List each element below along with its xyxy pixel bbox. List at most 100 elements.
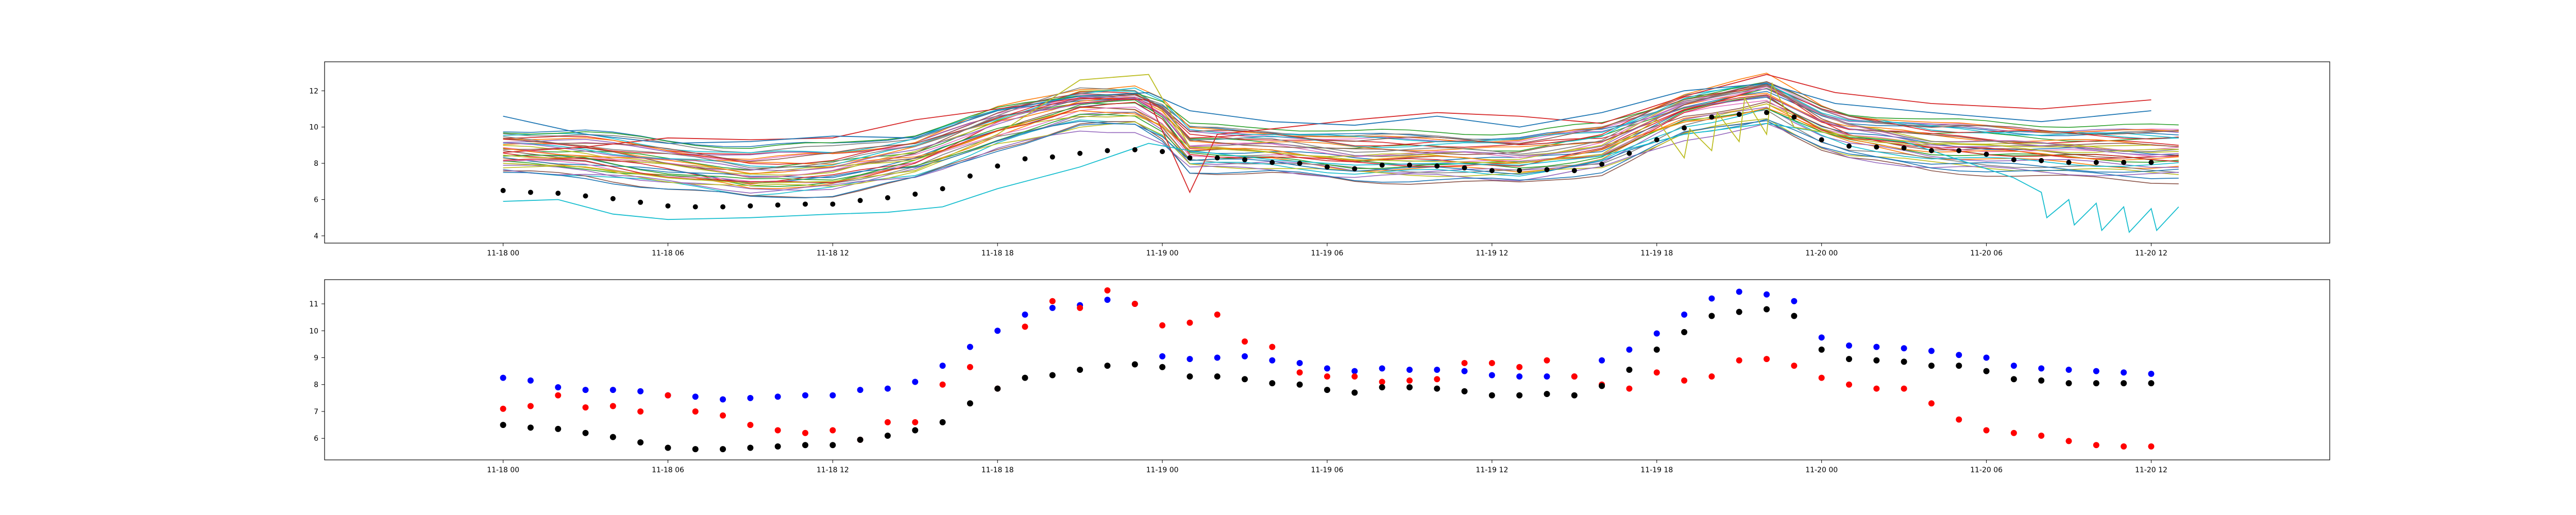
bottom-point — [2093, 380, 2099, 387]
bottom-point — [1956, 416, 1962, 423]
bottom-point — [1159, 364, 1166, 370]
top-observed-point — [1160, 149, 1165, 154]
bottom-point — [1379, 365, 1385, 372]
bottom-point — [939, 419, 946, 425]
bottom-point — [637, 388, 644, 394]
bottom-point — [1324, 373, 1330, 380]
bottom-point — [1544, 373, 1550, 380]
bottom-point — [720, 446, 726, 453]
top-x-tick-label: 11-18 12 — [817, 249, 849, 258]
bottom-point — [1599, 383, 1605, 389]
bottom-point — [857, 436, 863, 443]
top-observed-point — [967, 173, 973, 179]
bottom-point — [1544, 391, 1550, 398]
bottom-point — [2093, 368, 2099, 374]
bottom-point — [857, 387, 863, 393]
bottom-x-tick-label: 11-20 06 — [1970, 466, 2003, 474]
bottom-point — [527, 424, 534, 431]
bottom-point — [1928, 363, 1935, 369]
bottom-point — [802, 430, 809, 436]
top-observed-point — [692, 204, 698, 210]
bottom-point — [1901, 345, 1907, 352]
bottom-point — [637, 408, 644, 415]
bottom-point — [1488, 359, 1495, 366]
bottom-point — [884, 385, 891, 392]
bottom-point — [1571, 373, 1578, 380]
bottom-point — [1131, 361, 1138, 368]
top-observed-point — [912, 191, 918, 197]
bottom-point — [692, 408, 699, 415]
bottom-point — [555, 392, 562, 399]
bottom-point — [1873, 385, 1880, 392]
bottom-point — [1434, 376, 1440, 383]
bottom-point — [1983, 354, 1990, 361]
bottom-point — [2121, 369, 2127, 376]
bottom-point — [1187, 356, 1193, 363]
bottom-point — [1296, 381, 1303, 388]
top-x-tick-label: 11-18 18 — [981, 249, 1014, 258]
top-observed-point — [1626, 150, 1632, 156]
top-ensemble-line — [503, 120, 2179, 199]
top-observed-point — [1077, 150, 1083, 156]
bottom-point — [1104, 297, 1111, 303]
top-observed-points — [500, 110, 2154, 210]
top-observed-point — [1544, 167, 1550, 173]
bottom-point — [1406, 367, 1413, 373]
top-observed-point — [940, 186, 945, 192]
bottom-point — [1736, 308, 1742, 315]
top-observed-point — [1956, 148, 1962, 153]
bottom-y-tick-label: 11 — [309, 300, 318, 308]
bottom-point — [1379, 379, 1385, 385]
bottom-point — [912, 419, 919, 425]
bottom-x-tick-label: 11-18 00 — [487, 466, 519, 474]
top-x-tick-label: 11-18 06 — [652, 249, 684, 258]
bottom-point — [1022, 311, 1028, 318]
bottom-point — [527, 403, 534, 409]
bottom-point — [1049, 372, 1056, 379]
bottom-point — [1104, 287, 1111, 294]
top-x-tick-label: 11-19 00 — [1146, 249, 1179, 258]
bottom-point — [2038, 377, 2045, 384]
bottom-point — [1214, 311, 1221, 318]
bottom-point — [939, 363, 946, 369]
top-observed-point — [995, 163, 1001, 169]
bottom-series-1 — [500, 287, 2155, 450]
top-observed-point — [1269, 160, 1275, 165]
bottom-point — [1764, 291, 1770, 298]
bottom-point — [912, 427, 919, 434]
top-ensemble-line — [503, 108, 2179, 196]
top-x-tick-label: 11-19 18 — [1640, 249, 1673, 258]
bottom-point — [1599, 357, 1605, 364]
bottom-point — [1764, 306, 1770, 313]
bottom-point — [1626, 346, 1633, 353]
bottom-point — [1983, 368, 1990, 374]
bottom-point — [1956, 363, 1962, 369]
bottom-point — [582, 387, 589, 393]
top-observed-point — [857, 198, 863, 203]
bottom-point — [1379, 384, 1385, 390]
bottom-point — [1022, 323, 1028, 330]
bottom-point — [967, 364, 973, 370]
bottom-point — [720, 412, 726, 419]
bottom-point — [1269, 344, 1276, 350]
bottom-y-tick-label: 7 — [314, 408, 318, 416]
bottom-point — [2010, 376, 2017, 383]
bottom-point — [1187, 319, 1193, 326]
bottom-point — [1845, 381, 1852, 388]
top-observed-point — [803, 201, 808, 207]
bottom-point — [665, 444, 671, 451]
top-observed-point — [1187, 155, 1193, 161]
bottom-point — [1818, 346, 1825, 353]
top-ensemble-line — [503, 81, 2179, 149]
top-observed-point — [610, 196, 616, 201]
bottom-y-tick-label: 6 — [314, 435, 318, 443]
top-observed-point — [1406, 162, 1412, 168]
bottom-point — [1516, 373, 1523, 380]
bottom-point — [1488, 372, 1495, 379]
top-observed-point — [665, 203, 671, 209]
bottom-point — [2148, 443, 2155, 450]
top-ensemble-line — [503, 85, 2179, 168]
bottom-x-tick-label: 11-20 00 — [1805, 466, 1838, 474]
